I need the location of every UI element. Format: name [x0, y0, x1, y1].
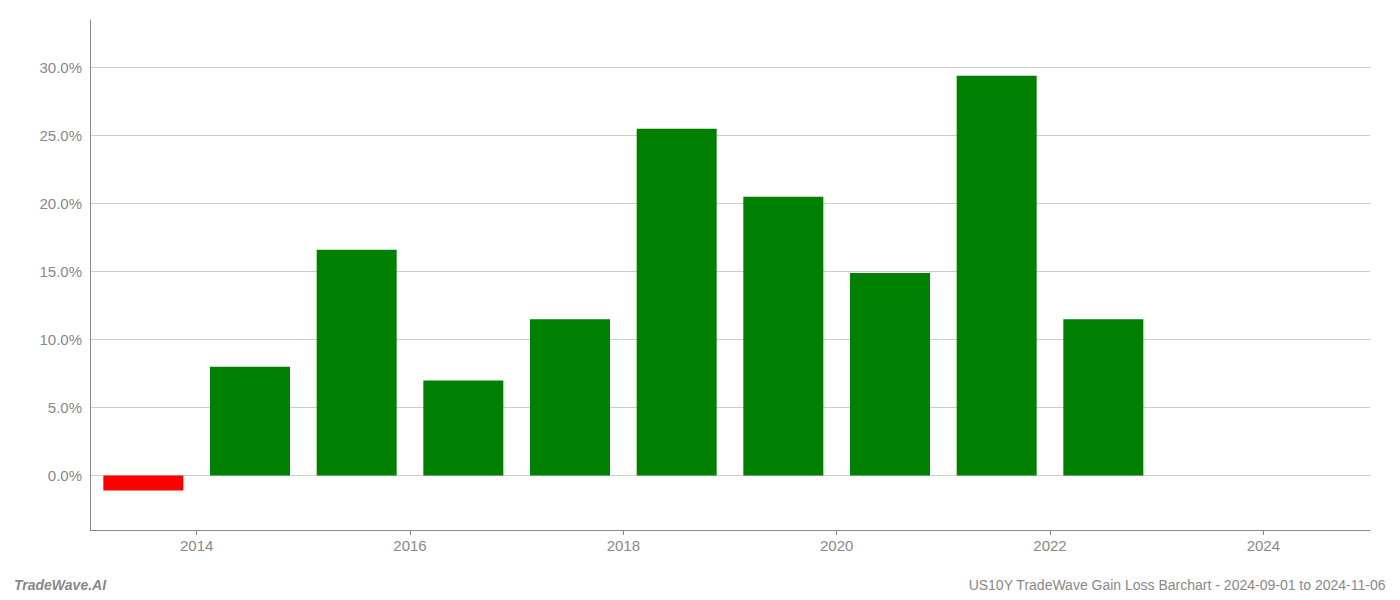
svg-text:5.0%: 5.0% — [48, 399, 82, 416]
svg-text:15.0%: 15.0% — [39, 263, 82, 280]
svg-text:2024: 2024 — [1247, 537, 1280, 554]
svg-text:US10Y TradeWave Gain Loss Barc: US10Y TradeWave Gain Loss Barchart - 202… — [969, 577, 1386, 593]
svg-text:25.0%: 25.0% — [39, 127, 82, 144]
svg-text:TradeWave.AI: TradeWave.AI — [14, 577, 107, 593]
svg-text:20.0%: 20.0% — [39, 195, 82, 212]
svg-text:2020: 2020 — [820, 537, 853, 554]
svg-text:2014: 2014 — [180, 537, 213, 554]
svg-text:2016: 2016 — [393, 537, 426, 554]
svg-text:30.0%: 30.0% — [39, 59, 82, 76]
svg-text:2022: 2022 — [1033, 537, 1066, 554]
svg-text:2018: 2018 — [607, 537, 640, 554]
svg-text:10.0%: 10.0% — [39, 331, 82, 348]
svg-text:0.0%: 0.0% — [48, 467, 82, 484]
